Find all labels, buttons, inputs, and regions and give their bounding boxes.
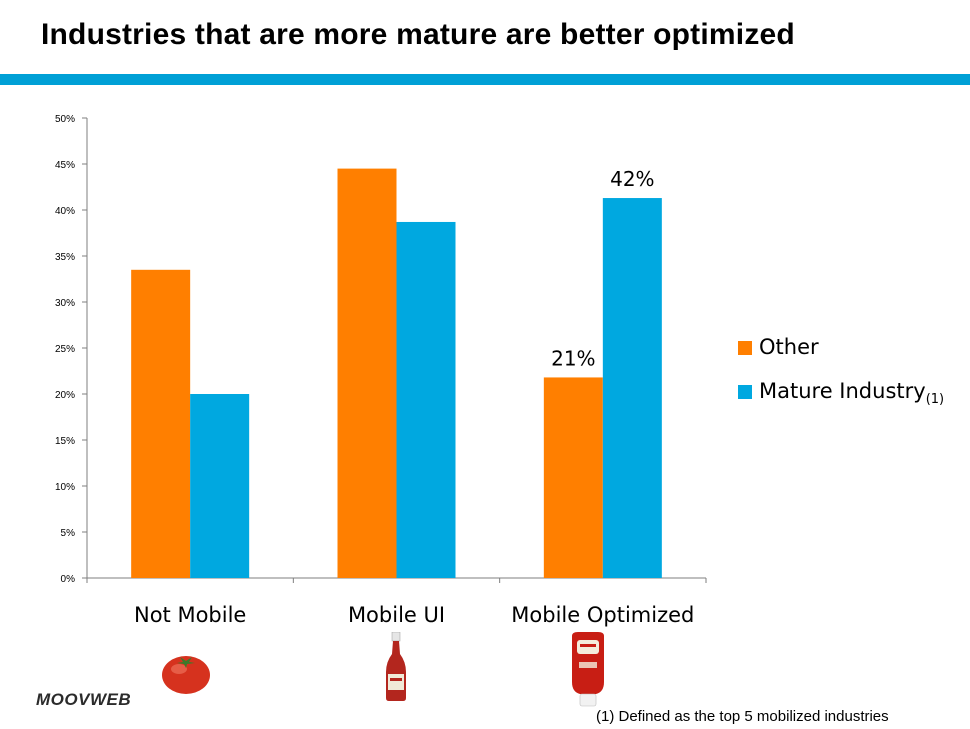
y-tick-label: 0% [61,574,76,585]
y-tick-label: 40% [55,206,75,217]
y-tick-label: 20% [55,390,75,401]
footnote: (1) Defined as the top 5 mobilized indus… [596,708,889,725]
legend-label-mature: Mature Industry(1) [759,379,945,408]
company-logo: MOOVWEB [36,690,132,709]
bar-other-1 [131,269,191,578]
slide-title: Industries that are more mature are bett… [41,18,795,51]
bar-mature-1 [190,394,250,578]
y-tick-label: 25% [55,344,75,355]
x-category-label: Mobile UI [348,603,445,627]
title-rule [0,74,970,85]
bar-mature-3 [602,198,662,579]
y-tick-label: 50% [55,114,75,125]
ketchup-bottle-icon [386,632,406,701]
bar-other-2 [337,168,397,578]
y-tick-label: 15% [55,436,75,447]
y-tick-label: 35% [55,252,75,263]
bar-other-3 [543,377,603,578]
x-category-label: Not Mobile [134,603,246,627]
y-tick-label: 5% [61,528,76,539]
tomato-icon [162,656,210,694]
legend-swatch-other [738,341,752,355]
legend-swatch-mature [738,385,752,399]
data-label: 42% [610,167,654,191]
y-tick-label: 10% [55,482,75,493]
y-tick-label: 45% [55,160,75,171]
legend-label-other: Other [759,335,819,359]
x-category-label: Mobile Optimized [511,603,694,627]
squeeze-ketchup-bottle-icon [572,632,604,707]
y-tick-label: 30% [55,298,75,309]
bar-mature-2 [396,221,456,578]
data-label: 21% [551,346,595,370]
